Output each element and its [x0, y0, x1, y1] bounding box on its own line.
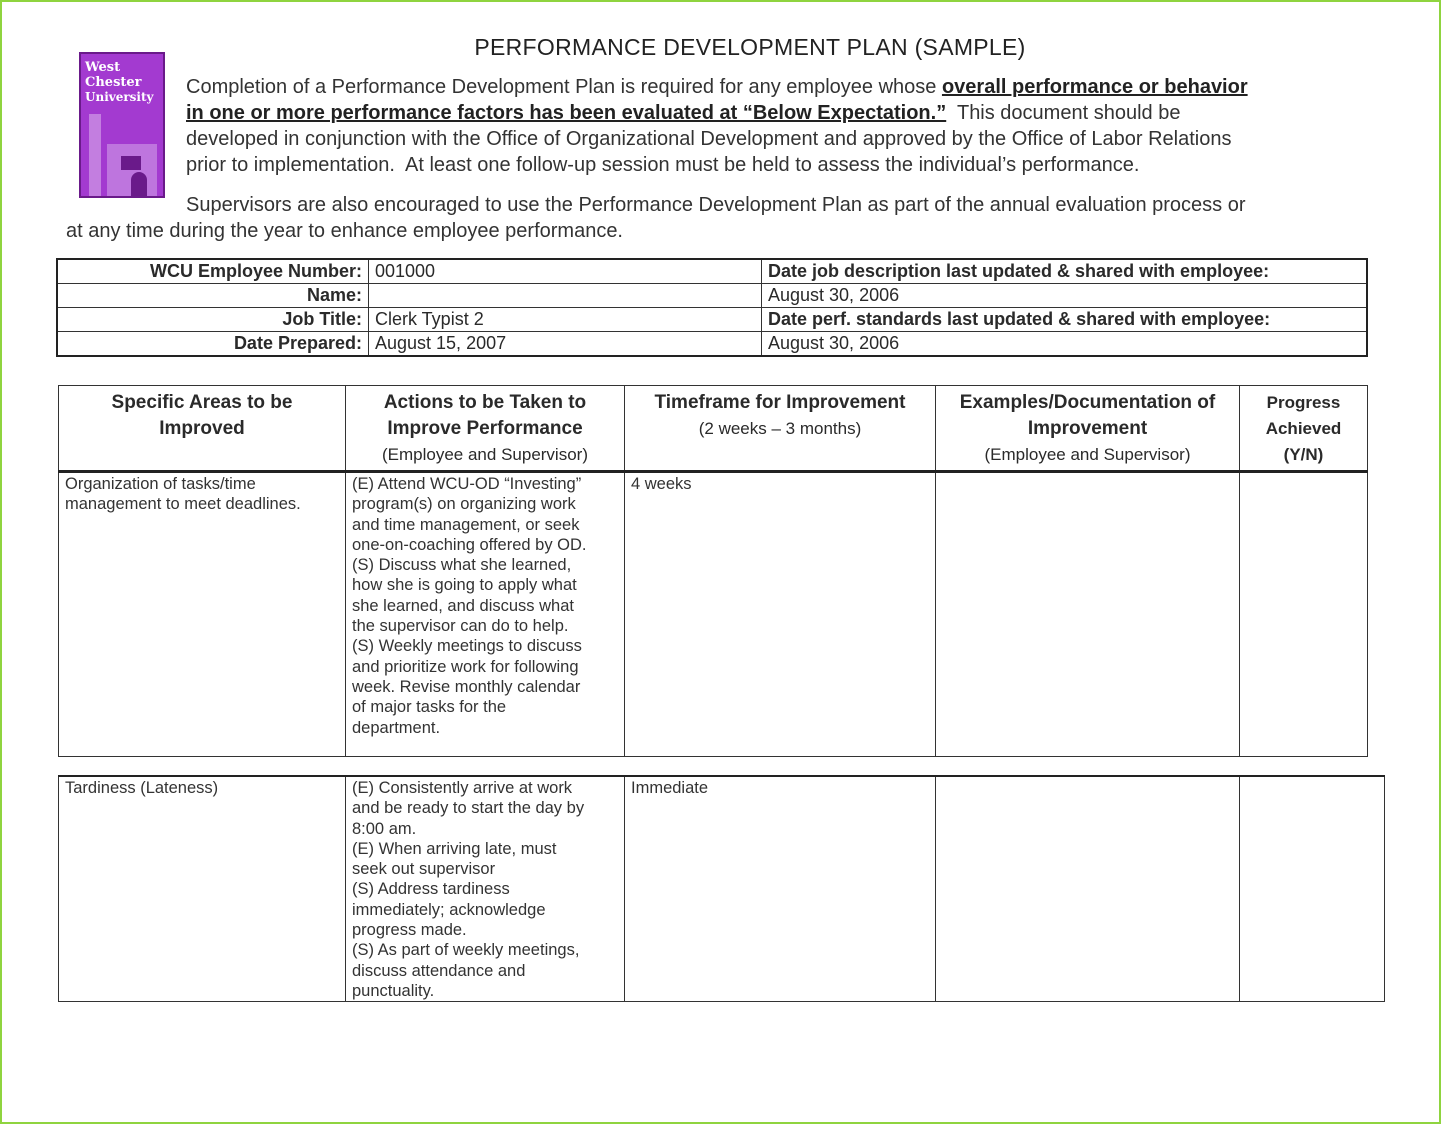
employee-number-value: 001000 — [368, 258, 762, 284]
cell-text-line: of major tasks for the — [352, 698, 507, 717]
cell-text-line: immediately; acknowledge — [352, 900, 546, 919]
cell-text-line: (S) Address tardiness — [352, 880, 510, 899]
area-cell: Organization of tasks/time management to … — [58, 471, 346, 757]
job-title-value: Clerk Typist 2 — [368, 307, 762, 332]
cell-text-line: management to meet deadlines. — [65, 495, 301, 514]
plan-table-continued: Tardiness (Lateness) (E) Consistently ar… — [58, 775, 1385, 1003]
cell-text-line: 8:00 am. — [352, 819, 417, 838]
examples-cell — [935, 775, 1240, 1003]
progress-cell — [1239, 775, 1385, 1003]
intro-para2-line-2: at any time during the year to enhance e… — [66, 220, 623, 242]
intro-para2-line-1: Supervisors are also encouraged to use t… — [186, 194, 1246, 216]
perf-standards-label: Date perf. standards last updated & shar… — [761, 307, 1368, 332]
cell-text-line: she learned, and discuss what — [352, 596, 574, 615]
timeframe-cell: 4 weeks — [624, 471, 936, 757]
job-description-date: August 30, 2006 — [761, 283, 1368, 308]
cell-text-line: (E) When arriving late, must — [352, 839, 557, 858]
intro-line-3: developed in conjunction with the Office… — [186, 128, 1232, 150]
table-row: Organization of tasks/time management to … — [58, 471, 1368, 757]
progress-cell — [1239, 471, 1368, 757]
table-row: Tardiness (Lateness) (E) Consistently ar… — [58, 775, 1385, 1003]
cell-text-line: punctuality. — [352, 981, 435, 1000]
cell-text-line: seek out supervisor — [352, 860, 496, 879]
header-timeframe: Timeframe for Improvement (2 weeks – 3 mo… — [624, 385, 936, 472]
plan-table: Specific Areas to be Improved Actions to … — [58, 385, 1368, 757]
plan-header-row: Specific Areas to be Improved Actions to … — [58, 385, 1368, 472]
header-areas: Specific Areas to be Improved — [58, 385, 346, 472]
cell-text-line: and be ready to start the day by — [352, 799, 585, 818]
cell-text-line: Tardiness (Lateness) — [65, 779, 219, 797]
svg-text:University: University — [85, 90, 155, 104]
header-actions: Actions to be Taken to Improve Performanc… — [345, 385, 625, 472]
cell-text-line: progress made. — [352, 921, 467, 940]
employee-number-label: WCU Employee Number: — [56, 258, 369, 284]
cell-text-line: week. Revise monthly calendar — [352, 677, 581, 696]
cell-text-line: one-on-coaching offered by OD. — [352, 535, 587, 554]
intro-line-1: Completion of a Performance Development … — [186, 76, 1248, 98]
name-label: Name: — [56, 283, 369, 308]
cell-text-line: and prioritize work for following — [352, 657, 579, 676]
header-examples: Examples/Documentation of Improvement (Emp… — [935, 385, 1240, 472]
intro-line-4: prior to implementation. At least one fo… — [186, 154, 1140, 176]
cell-text-line: (E) Consistently arrive at work — [352, 779, 573, 797]
examples-cell — [935, 471, 1240, 757]
svg-text:Chester: Chester — [85, 75, 142, 90]
page-title: PERFORMANCE DEVELOPMENT PLAN (SAMPLE) — [474, 34, 1026, 60]
employee-info-table: WCU Employee Number: 001000 Date job des… — [56, 258, 1368, 357]
intro-line-2: in one or more performance factors has b… — [186, 102, 1181, 124]
date-prepared-label: Date Prepared: — [56, 331, 369, 357]
cell-text-line: program(s) on organizing work — [352, 495, 576, 514]
cell-text-line: and time management, or seek — [352, 515, 580, 534]
cell-text-line: discuss attendance and — [352, 961, 526, 980]
timeframe-cell: Immediate — [624, 775, 936, 1003]
svg-text:West: West — [84, 60, 120, 75]
cell-text-line: (S) Weekly meetings to discuss — [352, 637, 582, 656]
cell-text-line: (S) Discuss what she learned, — [352, 556, 572, 575]
name-value — [368, 283, 762, 308]
area-cell: Tardiness (Lateness) — [58, 775, 346, 1003]
header-progress: Progress Achieved (Y/N) — [1239, 385, 1368, 472]
cell-text-line: department. — [352, 718, 441, 737]
university-logo: West Chester University — [79, 52, 165, 198]
date-prepared-value: August 15, 2007 — [368, 331, 762, 357]
actions-cell: (E) Attend WCU-OD “Investing” program(s) … — [345, 471, 625, 757]
job-description-label: Date job description last updated & shar… — [761, 258, 1368, 284]
cell-text-line: how she is going to apply what — [352, 576, 577, 595]
cell-text-line: Organization of tasks/time — [65, 475, 256, 493]
cell-text-line: (S) As part of weekly meetings, — [352, 941, 580, 960]
actions-cell: (E) Consistently arrive at work and be re… — [345, 775, 625, 1003]
job-title-label: Job Title: — [56, 307, 369, 332]
cell-text-line: (E) Attend WCU-OD “Investing” — [352, 475, 582, 493]
cell-text-line: the supervisor can do to help. — [352, 617, 569, 636]
perf-standards-date: August 30, 2006 — [761, 331, 1368, 357]
